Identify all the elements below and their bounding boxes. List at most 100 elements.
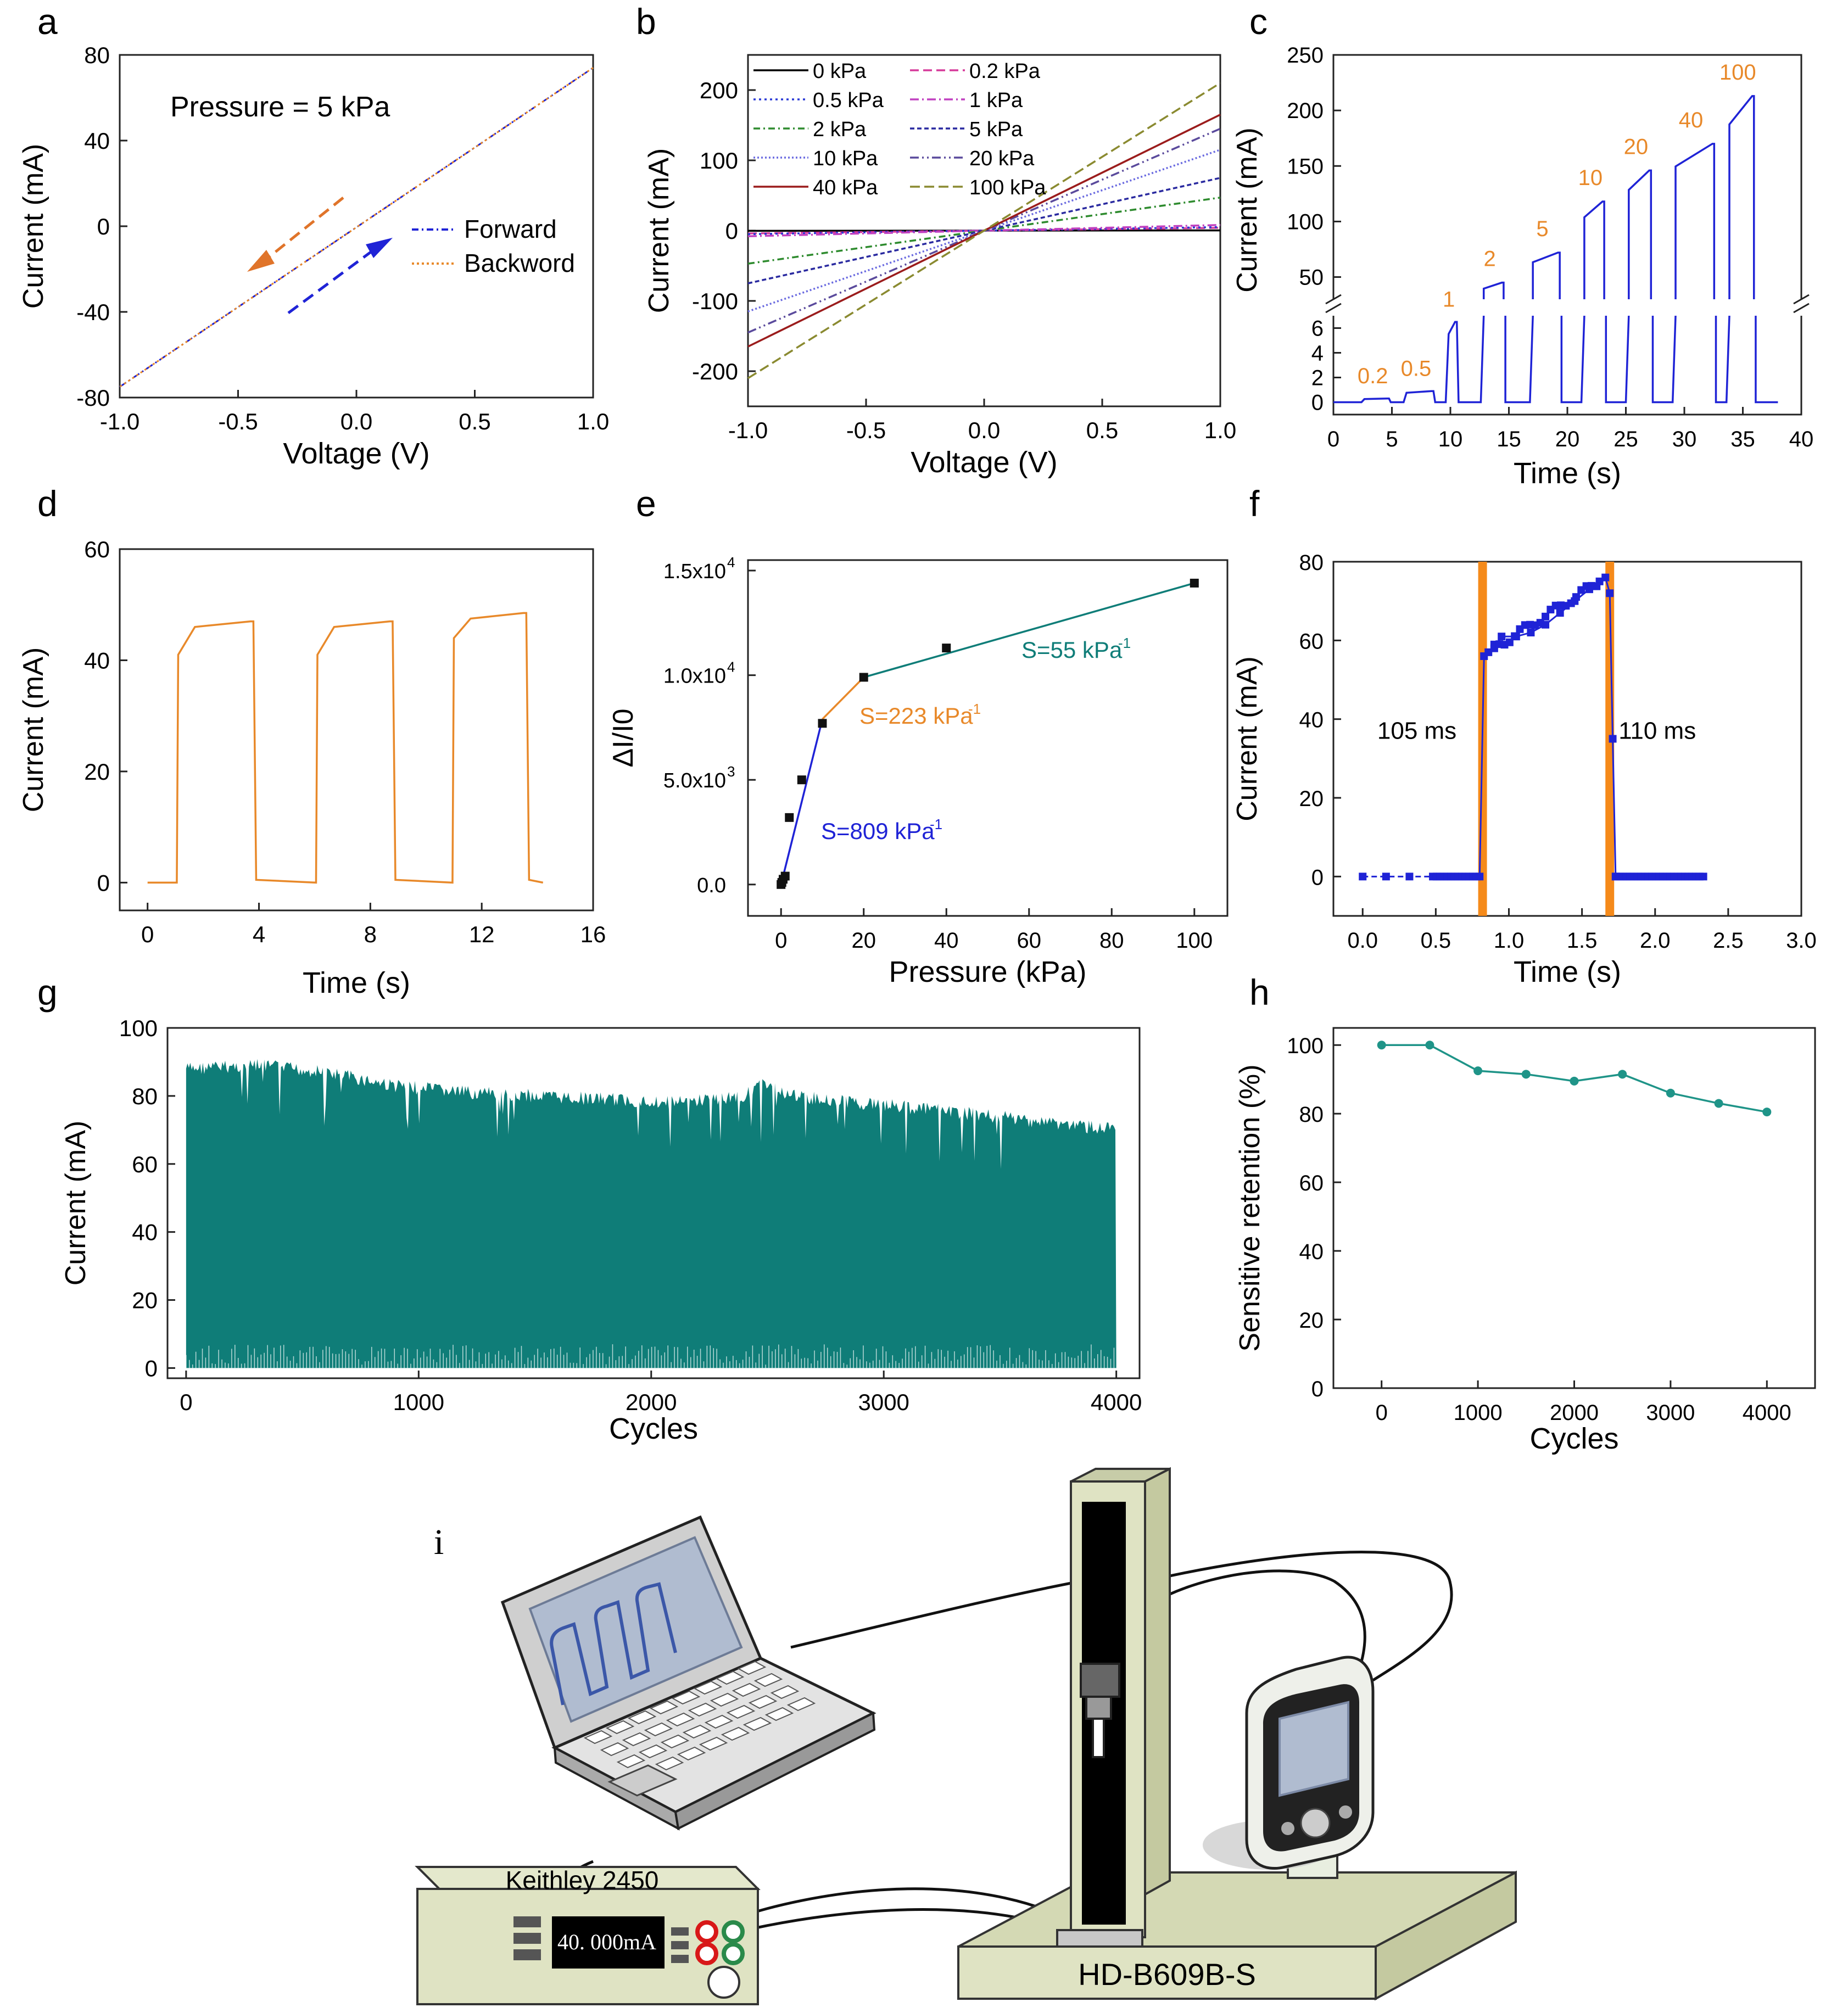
chart-f-point [1476,873,1484,881]
chart-f-point [1609,735,1617,743]
chart-h-xtick-label: 3000 [1646,1401,1695,1425]
keithley-display [552,1916,665,1969]
chart-f-ytick-label: 40 [1299,708,1324,732]
chart-c-ytick-label-lower: 0 [1311,391,1324,415]
chart-b-ytick-label: 200 [700,77,738,103]
laptop-screen-waveform [550,1582,677,1706]
chart-g-series-current [186,1059,1116,1368]
chart-h-xtick-label: 2000 [1550,1401,1599,1425]
chart-c-ytick-label-upper: 100 [1287,210,1324,234]
panel-letter-d: d [37,483,58,524]
chart-g-frame [166,1027,1141,1379]
legend-label-forward: Forward [464,215,557,243]
laptop-key [655,1756,684,1771]
chart-e-xtick-label: 40 [934,929,959,953]
chart-e-xtick-label: 0 [775,929,787,953]
chart-f-xtick-label: 0.5 [1421,929,1451,953]
laptop-key [748,1695,778,1709]
panel-letter-f: f [1249,483,1260,524]
chart-b-xtick-label: 0.0 [968,417,1000,443]
stand-base: HD-B609B-S [957,1870,1517,2001]
chart-c-xtick-label: 10 [1438,427,1463,451]
chart-d-xtick-label: 16 [580,921,606,947]
chart-g: 0 1000 2000 3000 4000 0 20 40 60 80 100 Cycles Curre… [60,1015,1142,1445]
chart-a-ytick-label: 40 [84,128,110,154]
chart-b-ytick-label: -200 [692,359,738,384]
chart-e-point [785,813,794,822]
chart-f-point [1601,573,1610,581]
chart-h-point [1425,1041,1434,1050]
laptop-key [583,1730,613,1744]
chart-b-xtick-label: -0.5 [846,417,886,443]
chart-c-series-current [1333,95,1778,404]
chart-b-ylabel: Current (mA) [643,148,675,313]
chart-b-ytick-label: 0 [725,218,738,244]
chart-h-ytick-label: 0 [1311,1377,1324,1401]
chart-a-backward-arrow [260,197,344,265]
chart-f-point [1606,589,1614,597]
chart-g-xtick-label: 2000 [626,1389,677,1415]
chart-b-legend-label-5: 5 kPa [969,118,1023,141]
chart-f-point [1359,873,1367,881]
chart-a-xlabel: Voltage (V) [283,437,429,470]
laptop-key [715,1670,745,1685]
chart-e-fit-label-sup-2: -1 [1118,635,1131,651]
chart-a-xtick-label: -1.0 [100,409,139,434]
chart-e-xtick-label: 100 [1176,929,1213,953]
chart-d: 0 4 8 12 16 0 20 40 60 Time (s) Current (mA) [18,536,606,999]
laptop-key [638,1744,668,1759]
chart-f-ytick-label: 60 [1299,629,1324,653]
chart-e-ytick-label-3: 1.5x10 [663,560,726,583]
device-button-main [1300,1808,1331,1838]
chart-c-xtick-label: 30 [1672,427,1697,451]
chart-a: -1.0 -0.5 0.0 0.5 1.0 -80 -40 0 40 80 Voltage (V) C… [18,42,609,470]
chart-f-annotation-fall: 110 ms [1618,718,1696,745]
chart-a-forward-arrow [287,244,380,315]
chart-h-point [1714,1099,1723,1108]
chart-g-ylabel: Current (mA) [60,1121,92,1285]
chart-g-ytick-label: 60 [132,1151,158,1177]
chart-h-point [1762,1108,1772,1117]
chart-c-pulse-label-5: 10 [1578,166,1603,190]
chart-f-point [1699,873,1707,881]
stand-column-side [1144,1467,1171,1897]
chart-f: 0.0 0.5 1.0 1.5 2.0 2.5 3.0 0 20 40 60 80 Time (s) Cu… [1231,551,1817,988]
laptop-key [688,1702,717,1717]
force-gauge-clamp [1085,1696,1112,1720]
chart-d-ytick-label: 0 [97,870,110,896]
laptop-key [682,1724,712,1739]
chart-e-fit-line-1 [822,676,864,720]
chart-g-ytick-label: 100 [119,1015,158,1041]
chart-a-ytick-label: 0 [97,214,110,239]
chart-e-ytick-label-1: 5.0x10 [663,769,726,792]
chart-f-ytick-label: 80 [1299,551,1324,575]
chart-f-point [1593,582,1601,590]
chart-b-legend-label-2: 0.5 kPa [813,89,884,112]
chart-f-frame [1332,561,1802,917]
chart-b-xtick-label: -1.0 [728,417,768,443]
laptop-key [742,1716,772,1731]
device-screen [1278,1701,1349,1797]
chart-f-point [1498,633,1506,641]
chart-e-point [797,775,806,785]
chart-g-ytick-label: 0 [145,1355,158,1381]
chart-f-xlabel: Time (s) [1514,955,1621,988]
chart-e-ytick-label-0: 0.0 [697,874,726,897]
chart-c-pulse-label-8: 100 [1719,60,1756,85]
chart-g-xtick-label: 4000 [1091,1389,1142,1415]
chart-e-point [1190,578,1199,588]
panel-letter-c: c [1249,1,1268,42]
keithley-terminal-green-2 [722,1942,745,1965]
chart-c-pulse-label-4: 5 [1536,217,1548,241]
chart-a-xtick-label: 0.5 [459,409,490,434]
sample-plate [1056,1929,1143,1948]
chart-c-break-mark-1-b [1793,303,1810,314]
chart-h-point [1473,1066,1483,1076]
chart-d-xtick-label: 12 [469,921,495,947]
chart-b-legend-label-1: 0.2 kPa [969,60,1041,83]
chart-b-legend-label-4: 2 kPa [813,118,867,141]
chart-f-xtick-label: 2.5 [1713,929,1744,953]
keithley-terminal-red-2 [695,1942,718,1965]
chart-e-fit-label-1: S=223 kPa [859,703,973,729]
chart-a-xtick-label: -0.5 [218,409,258,434]
